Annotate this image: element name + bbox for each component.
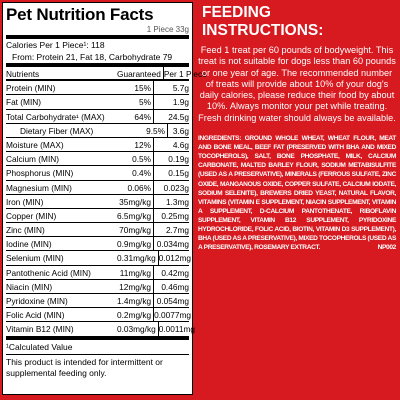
- rule: [6, 63, 189, 67]
- nutrient-cell: Moisture (MAX): [6, 139, 64, 150]
- nutrient-row: Vitamin B12 (MIN) 0.03mg/kg 0.0011mg: [6, 322, 195, 337]
- nutrient-row: Folic Acid (MIN) 0.2mg/kg 0.0077mg: [6, 308, 192, 323]
- nutrient-cell: 0.5%: [117, 152, 154, 166]
- nutrient-cell: 0.19g: [168, 154, 189, 165]
- nutrient-cell: Iodine (MIN): [6, 239, 52, 250]
- nutrient-cell: Total Carbohydrate¹ (MAX): [6, 111, 105, 122]
- nutrient-cell: Protein (MIN): [6, 83, 56, 94]
- nutrient-table: Nutrients Guaranteed Per 1 Piece Protein…: [6, 67, 207, 337]
- rule: [6, 35, 189, 39]
- nutrient-row: Zinc (MIN) 70mg/kg 2.7mg: [6, 223, 189, 238]
- nutrient-cell: 12mg/kg: [117, 279, 154, 293]
- nutrient-cell: 4.6g: [172, 139, 189, 150]
- nutrient-cell: 24.5g: [168, 111, 189, 122]
- nutrient-cell: Magnesium (MIN): [6, 182, 72, 193]
- nutrient-cell: 0.31mg/kg: [117, 251, 159, 265]
- nutrient-cell: Zinc (MIN): [6, 225, 45, 236]
- nutrient-cell: 1.9g: [172, 97, 189, 108]
- ingredients-text: GROUND WHOLE WHEAT, WHEAT FLOUR, MEAT AN…: [198, 135, 396, 252]
- nutrient-cell: Folic Acid (MIN): [6, 310, 65, 321]
- nutrition-title: Pet Nutrition Facts: [6, 5, 154, 24]
- nutrient-row: Moisture (MAX) 12% 4.6g: [6, 137, 189, 153]
- header-cell: Nutrients: [6, 69, 40, 79]
- feeding-panel: FEEDING INSTRUCTIONS: Feed 1 treat per 6…: [198, 4, 396, 252]
- nutrient-cell: Dietary Fiber (MAX): [20, 125, 94, 136]
- note: This product is intended for intermitten…: [6, 356, 163, 378]
- nutrient-cell: 6.5mg/kg: [117, 208, 155, 223]
- nutrient-cell: 15%: [117, 81, 154, 95]
- nutrient-cell: 9.5%: [131, 123, 168, 137]
- nutrient-cell: 0.9mg/kg: [117, 237, 155, 251]
- nutrient-cell: 35mg/kg: [117, 194, 154, 208]
- nutrient-cell: 11mg/kg: [117, 265, 154, 279]
- product-code: NP002: [377, 244, 397, 252]
- nutrient-cell: 5.7g: [172, 83, 189, 94]
- nutrient-cell: 0.03mg/kg: [117, 322, 159, 336]
- nutrient-cell: Pantothenic Acid (MIN): [6, 267, 91, 278]
- feeding-title: FEEDING INSTRUCTIONS:: [202, 4, 324, 39]
- nutrient-cell: 0.0077mg: [154, 310, 192, 321]
- nutrient-cell: Vitamin B12 (MIN): [6, 324, 74, 335]
- nutrient-row: Pyridoxine (MIN) 1.4mg/kg 0.054mg: [6, 294, 189, 309]
- nutrient-cell: Niacin (MIN): [6, 281, 53, 292]
- nutrient-cell: 2.7mg: [165, 225, 189, 236]
- nutrient-cell: Phosphorus (MIN): [6, 168, 74, 179]
- nutrient-cell: 0.012mg: [158, 253, 192, 264]
- calories: Calories Per 1 Piece¹: 118: [6, 40, 105, 50]
- nutrient-cell: 0.25mg: [161, 210, 189, 221]
- nutrient-cell: Fat (MIN): [6, 97, 42, 108]
- header-row: Nutrients Guaranteed Per 1 Piece: [6, 67, 207, 82]
- nutrient-cell: 1.3mg: [165, 196, 189, 207]
- feeding-text: Feed 1 treat per 60 pounds of bodyweight…: [198, 45, 396, 123]
- nutrient-cell: 0.023g: [163, 182, 189, 193]
- nutrient-cell: 0.15g: [168, 168, 189, 179]
- nutrient-row: Selenium (MIN) 0.31mg/kg 0.012mg: [6, 251, 192, 266]
- header-cell: Per 1 Piece: [163, 69, 207, 79]
- nutrient-cell: Calcium (MIN): [6, 154, 60, 165]
- nutrient-cell: 0.42mg: [161, 267, 189, 278]
- nutrient-row: Dietary Fiber (MAX) 9.5% 3.6g: [6, 123, 189, 138]
- nutrient-cell: 0.054mg: [156, 296, 189, 306]
- ingredients-label: INGREDIENTS:: [198, 135, 242, 143]
- nutrient-row: Phosphorus (MIN) 0.4% 0.15g: [6, 166, 189, 181]
- ingredients: INGREDIENTS: GROUND WHOLE WHEAT, WHEAT F…: [198, 134, 396, 252]
- nutrient-row: Niacin (MIN) 12mg/kg 0.46mg: [6, 279, 189, 294]
- nutrient-cell: Pyridoxine (MIN): [6, 296, 68, 306]
- nutrient-row: Calcium (MIN) 0.5% 0.19g: [6, 152, 189, 167]
- nutrient-cell: 1.4mg/kg: [117, 294, 155, 308]
- nutrient-cell: 0.2mg/kg: [117, 308, 155, 322]
- nutrient-cell: 3.6g: [172, 125, 189, 136]
- nutrient-cell: 0.0011mg: [158, 324, 196, 335]
- header-cell: Guaranteed: [117, 67, 164, 80]
- nutrient-cell: 12%: [117, 137, 154, 152]
- nutrient-cell: 5%: [117, 95, 154, 109]
- nutrient-row: Fat (MIN) 5% 1.9g: [6, 95, 189, 110]
- nutrient-row: Pantothenic Acid (MIN) 11mg/kg 0.42mg: [6, 265, 189, 280]
- nutrient-row: Copper (MIN) 6.5mg/kg 0.25mg: [6, 208, 189, 224]
- nutrient-cell: Selenium (MIN): [6, 253, 64, 264]
- nutrient-row: Iron (MIN) 35mg/kg 1.3mg: [6, 194, 189, 209]
- nutrition-panel: Pet Nutrition Facts 1 Piece 33g Calories…: [2, 2, 207, 395]
- nutrient-row: Magnesium (MIN) 0.06% 0.023g: [6, 180, 189, 195]
- nutrient-cell: Copper (MIN): [6, 210, 57, 221]
- nutrient-cell: 70mg/kg: [117, 223, 154, 237]
- nutrient-row: Total Carbohydrate¹ (MAX) 64% 24.5g: [6, 109, 189, 124]
- serving-size: 1 Piece 33g: [146, 25, 189, 34]
- nutrient-cell: 0.06%: [117, 180, 154, 194]
- nutrient-cell: 0.46mg: [161, 281, 189, 292]
- nutrient-cell: 0.034mg: [156, 239, 189, 250]
- calories-from: From: Protein 21, Fat 18, Carbohydrate 7…: [12, 52, 173, 62]
- nutrient-cell: 64%: [117, 109, 154, 123]
- nutrient-row: Protein (MIN) 15% 5.7g: [6, 81, 189, 96]
- nutrient-cell: Iron (MIN): [6, 196, 44, 207]
- footnote: ¹Calculated Value: [6, 336, 189, 355]
- nutrient-cell: 0.4%: [117, 166, 154, 180]
- nutrient-row: Iodine (MIN) 0.9mg/kg 0.034mg: [6, 237, 189, 252]
